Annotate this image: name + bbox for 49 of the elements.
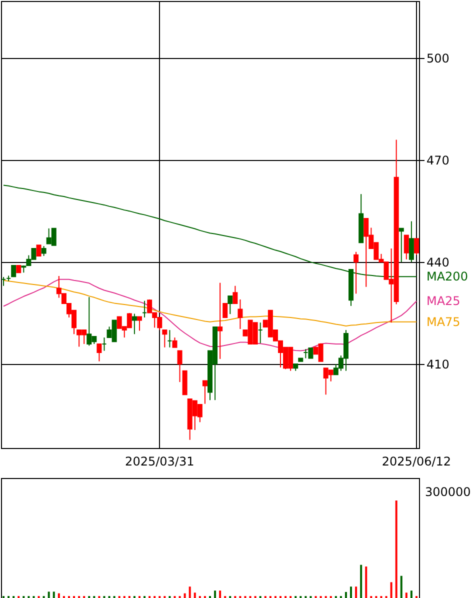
line-series [3, 280, 417, 326]
bar [214, 590, 216, 598]
bar [410, 590, 412, 598]
candlestick [404, 234, 409, 260]
bar [400, 576, 402, 598]
series-label: MA75 [426, 314, 460, 329]
bar [365, 566, 368, 598]
text: 300000 [425, 485, 471, 499]
candlestick [408, 220, 414, 263]
y-tick-label: 410 [426, 358, 450, 372]
bar [390, 582, 392, 598]
series-label: MA25 [426, 294, 460, 308]
x-tick-label: 2025/03/31 [125, 454, 194, 468]
bar [188, 586, 191, 598]
candlestick [414, 238, 419, 256]
candlestick [172, 337, 178, 348]
candlestick [41, 246, 46, 256]
candlestick [132, 313, 137, 335]
bar [48, 592, 50, 598]
candlestick [238, 298, 243, 330]
bar [350, 586, 352, 598]
bar [58, 593, 60, 598]
candlestick [218, 282, 223, 360]
candlestick [162, 330, 168, 348]
candlestick [36, 244, 42, 256]
candlestick [136, 316, 142, 332]
y-tick-label: 440 [426, 256, 450, 270]
bar [395, 500, 398, 598]
candlestick [202, 380, 208, 404]
candlestick [228, 296, 233, 315]
bar [184, 593, 186, 598]
bar [194, 592, 196, 598]
bar [360, 564, 362, 598]
y-tick-label: 500 [426, 52, 450, 66]
candlestick [177, 350, 182, 383]
bar [344, 592, 347, 598]
candlestick [398, 228, 404, 263]
candlestick [222, 303, 228, 318]
bar [219, 590, 222, 598]
bar [405, 592, 408, 598]
bar [52, 592, 55, 598]
series-label: MA200 [426, 270, 468, 284]
y-tick-label: 470 [426, 154, 450, 168]
candlestick [182, 370, 188, 396]
bar [355, 586, 358, 598]
x-tick-label: 2025/06/12 [382, 454, 452, 468]
candlestick [232, 285, 238, 304]
candlestick [96, 343, 102, 362]
candlestick [354, 251, 359, 294]
